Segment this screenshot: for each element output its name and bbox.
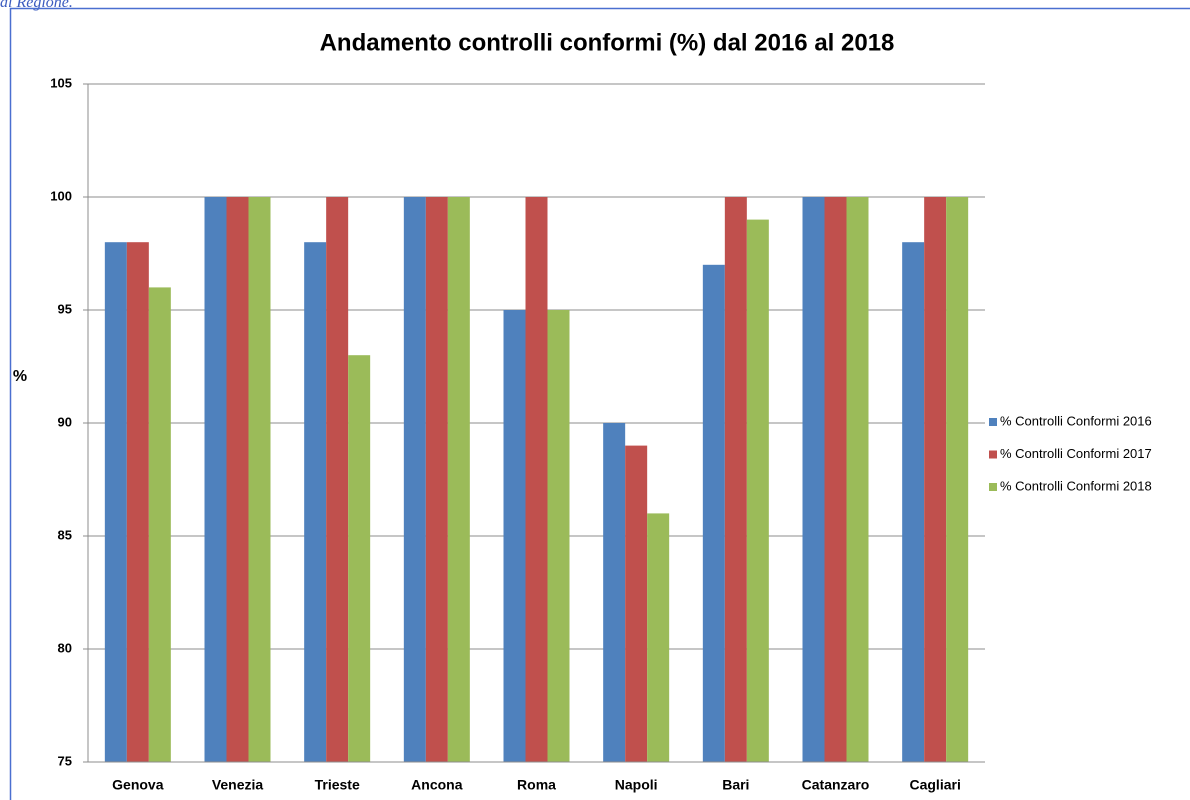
bar [603, 423, 626, 762]
y-tick-label: 75 [58, 753, 72, 768]
y-tick-label: 100 [50, 188, 72, 203]
bar [447, 197, 470, 762]
bar [824, 197, 847, 762]
bar [924, 197, 947, 762]
bar [304, 242, 327, 762]
y-tick-label: 105 [50, 75, 72, 90]
bar [226, 197, 249, 762]
bar [846, 197, 869, 762]
y-tick-label: 95 [58, 301, 72, 316]
bar [625, 445, 648, 762]
x-tick-label: Bari [722, 777, 749, 793]
bar [702, 264, 725, 762]
bar [547, 310, 570, 762]
y-axis-label: % [13, 368, 27, 385]
legend-swatch [989, 418, 997, 426]
y-tick-label: 85 [58, 527, 72, 542]
bar [746, 219, 769, 763]
header-fragment: ai Regione. [0, 0, 73, 11]
legend-label: % Controlli Conformi 2017 [1000, 446, 1152, 461]
bar [348, 355, 371, 762]
chart-title: Andamento controlli conformi (%) dal 201… [320, 29, 895, 56]
x-tick-label: Napoli [615, 777, 658, 793]
bar [503, 310, 526, 762]
bar [126, 242, 149, 762]
bar [204, 197, 227, 762]
bar [802, 197, 825, 762]
bar [326, 197, 349, 762]
bar [425, 197, 448, 762]
legend-label: % Controlli Conformi 2018 [1000, 478, 1152, 493]
x-tick-label: Venezia [212, 777, 264, 793]
x-tick-label: Roma [517, 777, 556, 793]
x-tick-label: Trieste [315, 777, 360, 793]
legend-swatch [989, 483, 997, 491]
bar [902, 242, 925, 762]
bar [647, 513, 670, 762]
bar [248, 197, 271, 762]
legend-swatch [989, 450, 997, 459]
chart-frame [9, 7, 1190, 800]
x-tick-label: Ancona [411, 777, 463, 793]
x-tick-label: Catanzaro [802, 777, 870, 793]
bar [946, 197, 969, 762]
bar [104, 242, 127, 762]
legend-label: % Controlli Conformi 2016 [1000, 413, 1152, 428]
bar [525, 197, 548, 762]
y-tick-label: 80 [58, 640, 72, 655]
x-tick-label: Genova [112, 777, 164, 793]
x-tick-label: Cagliari [909, 777, 960, 793]
bar [724, 197, 747, 762]
bar [403, 197, 426, 762]
bar [148, 287, 171, 762]
y-tick-label: 90 [58, 414, 72, 429]
